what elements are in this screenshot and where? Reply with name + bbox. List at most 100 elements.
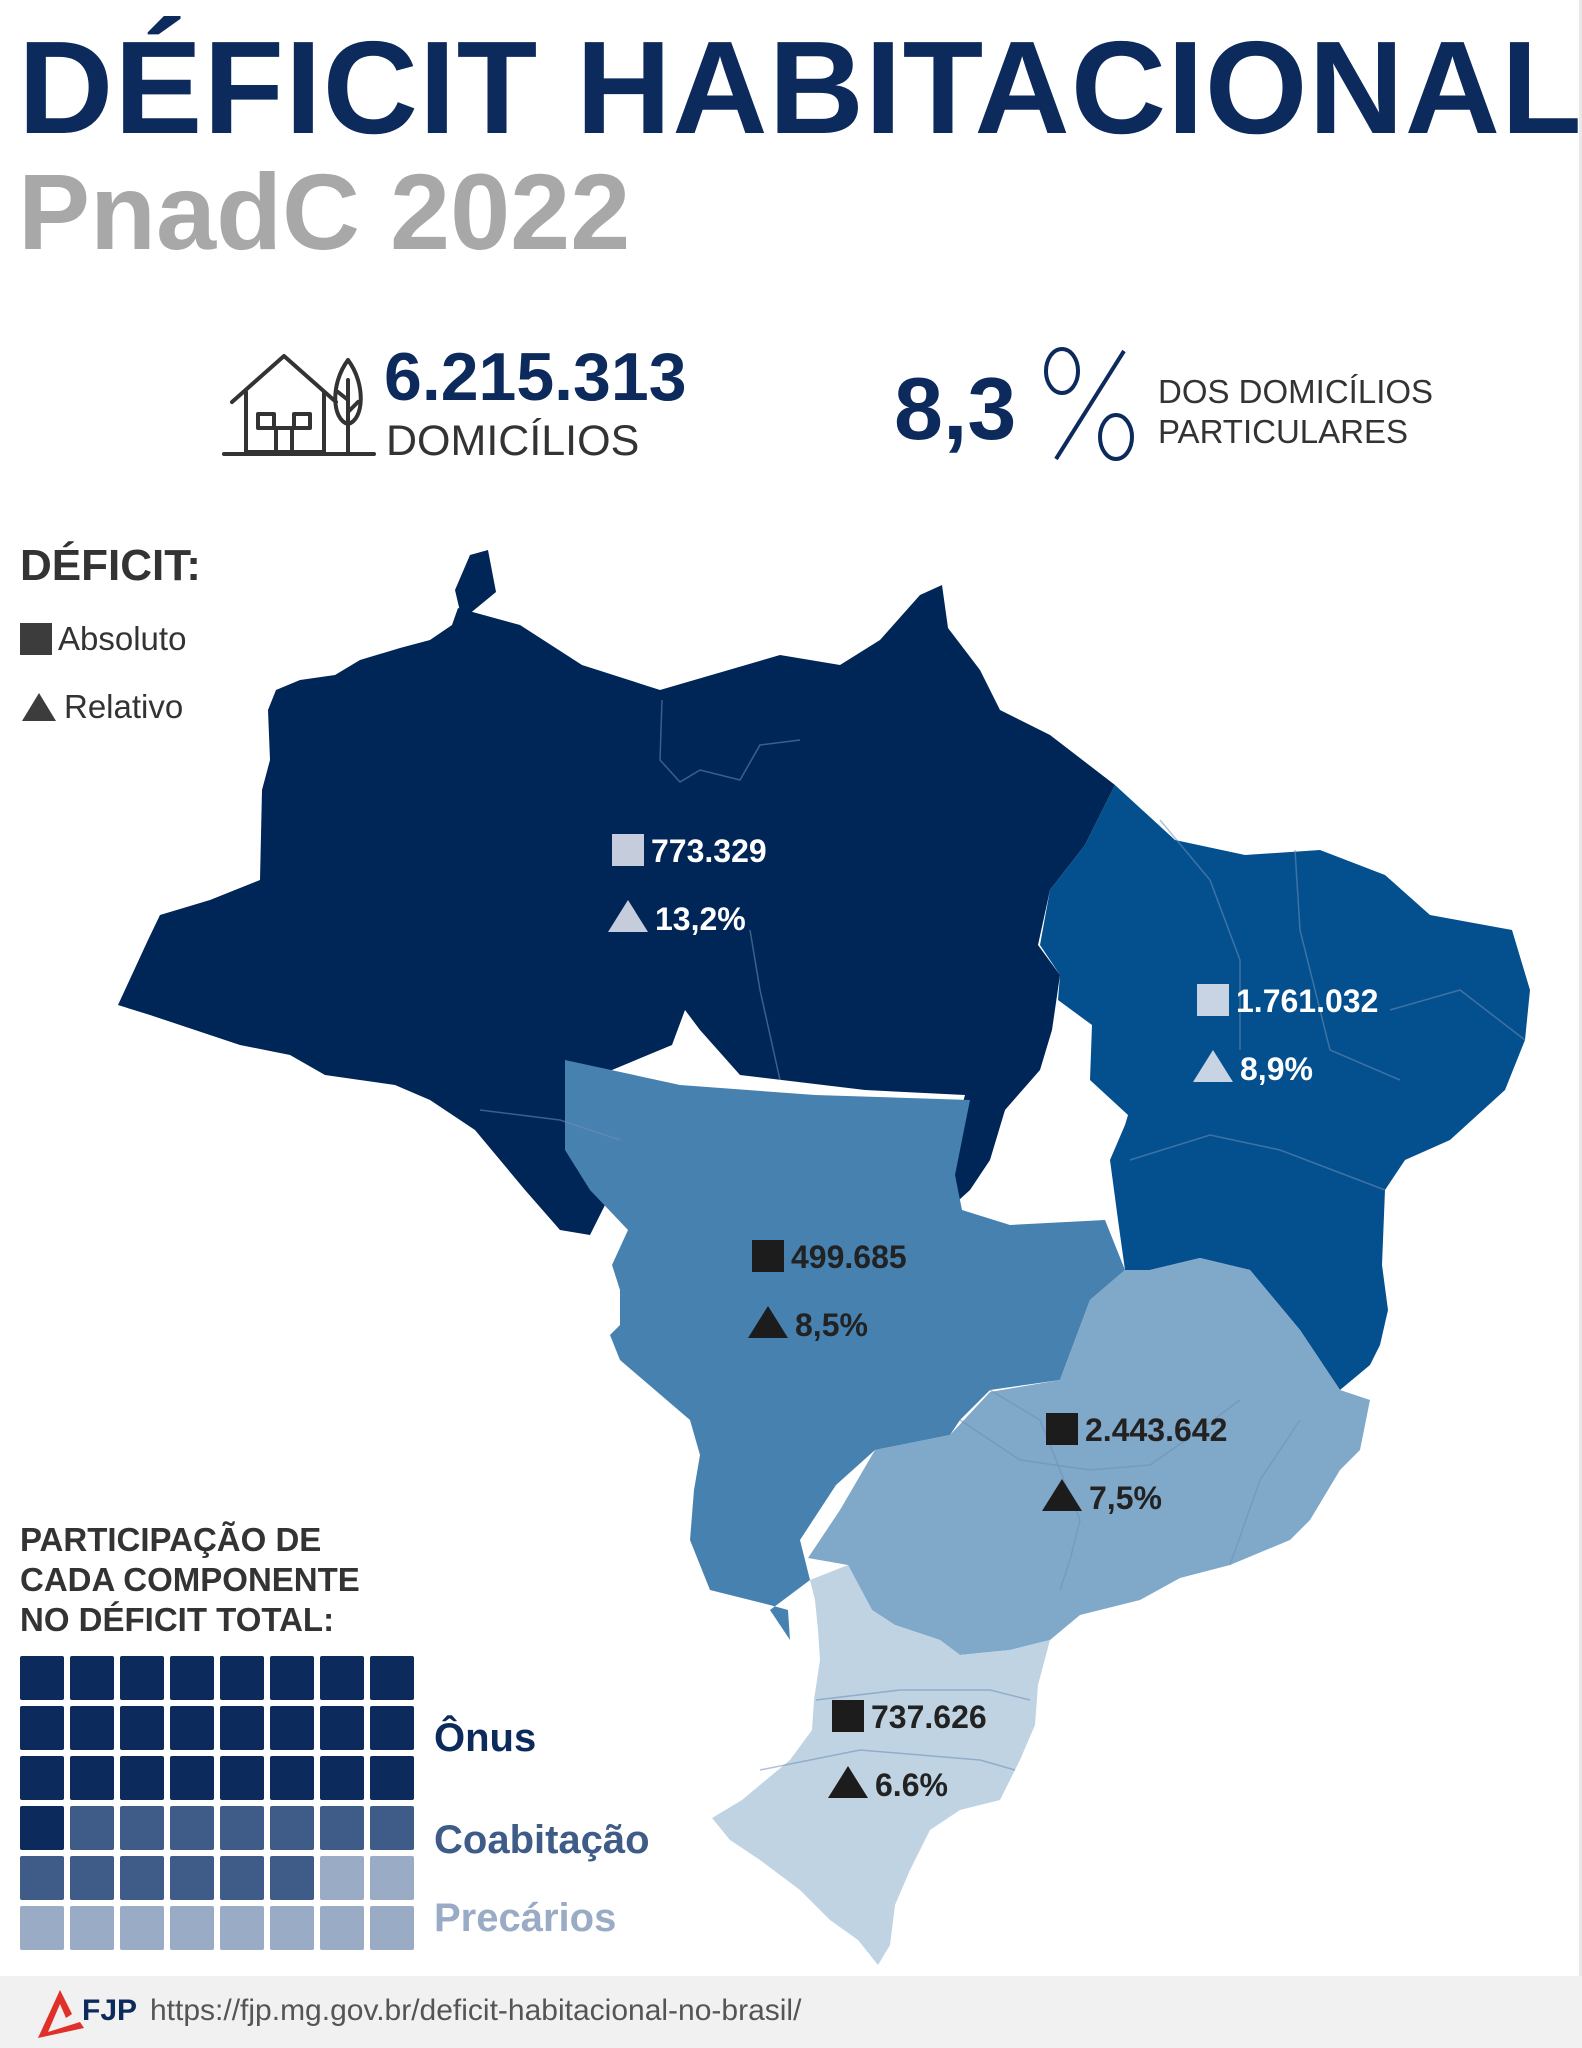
waffle-cell <box>120 1756 164 1800</box>
footer: FJP https://fjp.mg.gov.br/deficit-habita… <box>0 1976 1582 2048</box>
component-label-2: Coabitação <box>434 1818 650 1862</box>
region-labels: 773.329 13,2% 1.761.032 8,9% 499.685 8,5% 2.44… <box>608 833 1378 1803</box>
waffle-cell <box>70 1806 114 1850</box>
region-nordeste <box>1040 785 1530 1390</box>
participation-title-line2: CADA COMPONENTE <box>20 1561 360 1598</box>
share-value: 8,3 <box>894 359 1017 458</box>
share-description: DOS DOMICÍLIOS PARTICULARES <box>1158 372 1433 452</box>
waffle-cell <box>270 1756 314 1800</box>
region-norte-triangle-icon <box>608 900 648 932</box>
component-label-3: Precários <box>434 1896 617 1940</box>
waffle-cell <box>120 1856 164 1900</box>
waffle-cell <box>70 1756 114 1800</box>
waffle-cell <box>20 1806 64 1850</box>
waffle-cell <box>170 1806 214 1850</box>
legend-relative: Relativo <box>20 688 183 726</box>
region-centro-oeste <box>565 1060 1125 1640</box>
region-sul <box>712 1565 1050 1965</box>
waffle-cell <box>70 1856 114 1900</box>
waffle-cell <box>370 1906 414 1950</box>
waffle-cell <box>370 1656 414 1700</box>
legend-title: DÉFICIT: <box>20 541 201 590</box>
waffle-cell <box>120 1706 164 1750</box>
waffle-cell <box>270 1906 314 1950</box>
legend-relative-label: Relativo <box>64 688 184 725</box>
waffle-cell <box>370 1806 414 1850</box>
waffle-cell <box>320 1806 364 1850</box>
region-centro-oeste-relative: 8,5% <box>795 1307 868 1343</box>
waffle-cell <box>70 1906 114 1950</box>
region-sul-square-icon <box>832 1700 864 1732</box>
share-description-line2: PARTICULARES <box>1158 413 1409 450</box>
legend-absolute: Absoluto <box>20 620 186 658</box>
waffle-cell <box>20 1906 64 1950</box>
waffle-cell <box>270 1856 314 1900</box>
region-sudeste-absolute: 2.443.642 <box>1085 1412 1227 1448</box>
region-centro-oeste-square-icon <box>752 1240 784 1272</box>
region-nordeste-relative: 8,9% <box>1240 1051 1313 1087</box>
region-sul-absolute: 737.626 <box>871 1699 987 1735</box>
region-sudeste <box>808 1258 1370 1655</box>
waffle-cell <box>120 1806 164 1850</box>
region-sudeste-square-icon <box>1046 1413 1078 1445</box>
region-norte <box>118 550 1115 1235</box>
waffle-cell <box>70 1656 114 1700</box>
waffle-cell <box>270 1706 314 1750</box>
waffle-cell <box>370 1856 414 1900</box>
region-norte-square-icon <box>612 834 644 866</box>
waffle-cell <box>220 1906 264 1950</box>
participation-title-line3: NO DÉFICIT TOTAL: <box>20 1601 335 1638</box>
waffle-cell <box>220 1806 264 1850</box>
waffle-cell <box>70 1706 114 1750</box>
region-norte-relative: 13,2% <box>655 901 746 937</box>
region-sudeste-triangle-icon <box>1042 1479 1082 1511</box>
page-title: DÉFICIT HABITACIONAL <box>18 14 1582 161</box>
percent-icon <box>1044 347 1134 461</box>
region-nordeste-square-icon <box>1197 984 1229 1016</box>
region-nordeste-triangle-icon <box>1193 1050 1233 1082</box>
share-description-line1: DOS DOMICÍLIOS <box>1158 373 1434 410</box>
page-subtitle: PnadC 2022 <box>18 151 631 272</box>
waffle-cell <box>170 1656 214 1700</box>
participation-title: PARTICIPAÇÃO DE CADA COMPONENTE NO DÉFIC… <box>20 1520 360 1640</box>
waffle-cell <box>120 1656 164 1700</box>
triangle-icon <box>22 693 56 721</box>
waffle-cell <box>170 1906 214 1950</box>
brazil-region-map: 773.329 13,2% 1.761.032 8,9% 499.685 8,5% 2.44… <box>118 550 1530 1965</box>
region-sul-relative: 6.6% <box>875 1767 948 1803</box>
waffle-cell <box>220 1756 264 1800</box>
waffle-cell <box>20 1856 64 1900</box>
waffle-cell <box>220 1856 264 1900</box>
waffle-cell <box>20 1706 64 1750</box>
participation-title-line1: PARTICIPAÇÃO DE <box>20 1521 322 1558</box>
waffle-cell <box>170 1856 214 1900</box>
waffle-cell <box>20 1656 64 1700</box>
waffle-cell <box>320 1856 364 1900</box>
region-nordeste-absolute: 1.761.032 <box>1236 983 1378 1019</box>
region-sul-triangle-icon <box>828 1766 868 1798</box>
waffle-cell <box>370 1756 414 1800</box>
waffle-cell <box>170 1706 214 1750</box>
right-edge-strip <box>1579 0 1582 1976</box>
households-value: 6.215.313 <box>384 339 687 415</box>
region-centro-oeste-triangle-icon <box>748 1306 788 1338</box>
footer-url[interactable]: https://fjp.mg.gov.br/deficit-habitacion… <box>150 1994 802 2027</box>
households-label: DOMICÍLIOS <box>386 417 640 465</box>
waffle-cell <box>320 1706 364 1750</box>
waffle-cell <box>320 1656 364 1700</box>
square-icon <box>20 623 52 655</box>
waffle-cell <box>270 1656 314 1700</box>
waffle-cell <box>320 1756 364 1800</box>
waffle-cell <box>220 1706 264 1750</box>
waffle-cell <box>170 1756 214 1800</box>
waffle-cell <box>270 1806 314 1850</box>
region-centro-oeste-absolute: 499.685 <box>791 1239 907 1275</box>
fjp-logo: FJP <box>38 1990 137 2038</box>
component-label-1: Ônus <box>434 1716 537 1760</box>
house-tree-icon <box>222 354 376 456</box>
region-norte-absolute: 773.329 <box>651 833 767 869</box>
waffle-cell <box>120 1906 164 1950</box>
region-sudeste-relative: 7,5% <box>1089 1480 1162 1516</box>
waffle-cell <box>370 1706 414 1750</box>
fjp-logo-text: FJP <box>82 1994 137 2027</box>
